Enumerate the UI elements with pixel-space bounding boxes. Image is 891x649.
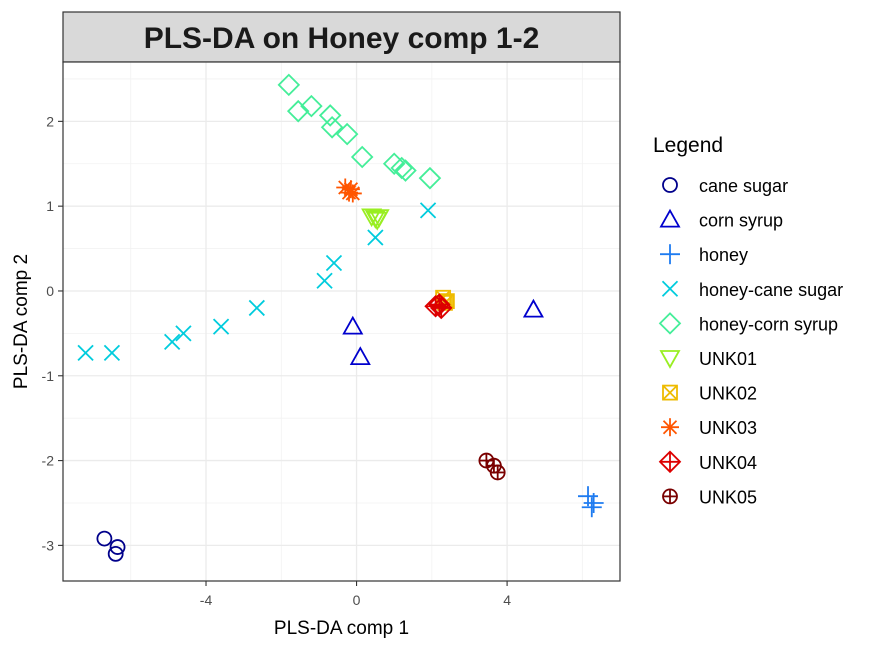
legend-label: honey-corn syrup (699, 314, 838, 334)
data-point (335, 122, 359, 146)
legend-label: UNK02 (699, 384, 757, 404)
x-tick-label: 0 (353, 592, 361, 608)
legend-label: cane sugar (699, 176, 788, 196)
y-tick-label: 0 (46, 283, 54, 299)
series-unk01 (361, 208, 390, 231)
data-point (343, 184, 362, 203)
data-point (367, 229, 384, 246)
series-honey (578, 486, 604, 518)
data-point (366, 211, 388, 231)
data-point (583, 492, 604, 513)
x-tick-label: 4 (503, 592, 511, 608)
data-point (350, 145, 374, 169)
series-unk05 (478, 452, 506, 481)
legend-label: honey (699, 245, 748, 265)
y-tick-label: 1 (46, 198, 54, 214)
x-tick-label: -4 (200, 592, 213, 608)
series-cane-sugar (96, 530, 126, 562)
panel-border (62, 61, 621, 582)
legend-items: cane sugar corn syrup honey honey-cane suga… (658, 176, 843, 507)
legend-label: UNK01 (699, 349, 757, 369)
plot-panel (62, 61, 621, 582)
data-point (175, 325, 192, 342)
data-point (286, 99, 310, 123)
legend-key (658, 312, 682, 335)
legend-key (659, 208, 681, 228)
series-unk04 (424, 293, 453, 320)
data-point (248, 299, 265, 317)
data-point (164, 333, 181, 350)
series-honey-corn-syrup (277, 73, 442, 190)
axes: -4 0 4 -3 -2 -1 0 1 2 (42, 113, 512, 608)
y-tick-label: 2 (46, 113, 54, 129)
y-tick-label: -1 (42, 368, 55, 384)
data-point (394, 159, 417, 182)
data-point (212, 318, 230, 335)
legend-label: UNK03 (699, 418, 757, 438)
x-axis-title: PLS-DA comp 1 (274, 618, 409, 639)
title-strip (62, 11, 621, 63)
panel-background (63, 62, 620, 581)
y-axis-title: PLS-DA comp 2 (11, 254, 32, 389)
legend-key (662, 177, 678, 193)
data-point (300, 94, 323, 118)
legend-label: UNK04 (699, 453, 757, 473)
legend-label: honey-cane sugar (699, 280, 843, 300)
data-point (489, 464, 506, 481)
data-point (418, 166, 442, 190)
data-point (77, 344, 94, 362)
legend-key (659, 350, 681, 369)
data-point (325, 254, 343, 272)
legend: Legend cane sugar corn syrup honey honey-ca… (653, 134, 843, 507)
data-point (382, 152, 406, 176)
data-point (320, 116, 344, 139)
data-point (316, 272, 333, 289)
data-point (103, 344, 121, 362)
data-point (522, 298, 544, 318)
data-point (107, 545, 124, 562)
y-tick-label: -2 (42, 453, 55, 469)
legend-key (662, 384, 678, 401)
y-tick-label: -3 (42, 537, 55, 553)
legend-key (661, 418, 679, 437)
data-point (428, 293, 451, 316)
data-point (96, 530, 113, 547)
data-point (419, 202, 437, 219)
series-corn-syrup (342, 298, 544, 366)
legend-key (660, 244, 680, 265)
data-point (109, 539, 126, 555)
data-point (581, 497, 602, 518)
grid-lines (63, 62, 620, 581)
chart-title: PLS-DA on Honey comp 1-2 (144, 22, 540, 55)
data-point (429, 296, 453, 320)
data-point (342, 315, 364, 335)
data-point (349, 346, 371, 366)
legend-label: corn syrup (699, 211, 783, 231)
data-point (277, 73, 301, 97)
data-point (318, 104, 342, 127)
series-unk03 (336, 178, 362, 203)
legend-key (658, 450, 682, 474)
legend-key (662, 488, 678, 505)
data-points (77, 73, 604, 562)
legend-key (661, 280, 679, 297)
legend-title: Legend (653, 134, 723, 157)
series-honey-cane-sugar (77, 202, 437, 362)
legend-label: UNK05 (699, 487, 757, 507)
